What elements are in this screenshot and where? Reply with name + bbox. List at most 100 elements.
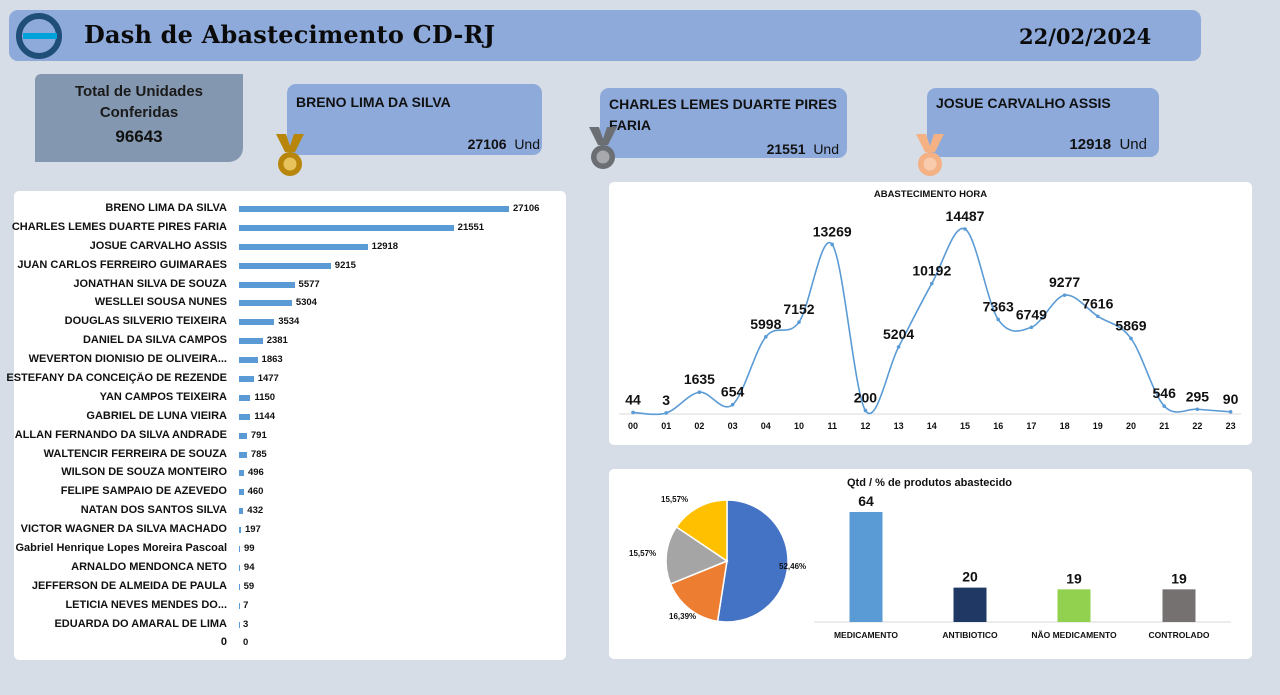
ranking-bar: [239, 470, 244, 477]
ranking-bar: [239, 338, 263, 345]
top3-name: JOSUE CARVALHO ASSIS: [936, 95, 1111, 111]
product-bar: [1057, 589, 1091, 622]
top3-unit: Und: [1119, 136, 1147, 153]
ranking-value: 12918: [371, 240, 399, 252]
hourly-tick-label: 20: [1126, 421, 1136, 431]
header-banner: [9, 10, 1201, 61]
hourly-point: [1029, 325, 1034, 330]
ranking-row: WESLLEI SOUSA NUNES 5304: [14, 295, 566, 314]
ranking-value: 5577: [298, 278, 320, 290]
ranking-name: JUAN CARLOS FERREIRO GUIMARAES: [17, 258, 227, 271]
ranking-name: GABRIEL DE LUNA VIEIRA: [86, 409, 227, 422]
ranking-value: 496: [247, 467, 264, 479]
ranking-value: 21551: [457, 221, 485, 233]
pie-slice: [669, 559, 728, 623]
top3-value: 12918 Und: [1069, 136, 1147, 153]
hourly-point: [797, 320, 801, 324]
ranking-row: DOUGLAS SILVERIO TEIXEIRA 3534: [14, 314, 566, 333]
ranking-name: JONATHAN SILVA DE SOUZA: [73, 277, 227, 290]
ranking-bar: [239, 394, 251, 401]
hourly-point: [1129, 336, 1133, 341]
ranking-bar: [239, 413, 251, 420]
hourly-data-label: 7616: [1082, 295, 1113, 311]
ranking-name: 0: [220, 636, 227, 649]
ranking-value: 1477: [257, 373, 279, 385]
hourly-series-line: [632, 227, 1231, 416]
ranking-name: Gabriel Henrique Lopes Moreira Pascoal: [15, 542, 227, 555]
hourly-data-label: 6749: [1016, 306, 1047, 322]
product-bar-value: 20: [962, 569, 978, 585]
ranking-bar: [239, 319, 275, 326]
ranking-bar: [239, 432, 247, 439]
ranking-bar-chart: BRENO LIMA DA SILVA 27106 CHARLES LEMES DU…: [6, 201, 566, 654]
page-title: Dash de Abastecimento CD-RJ: [84, 20, 496, 49]
bronze-medal-icon: [916, 134, 944, 176]
hourly-point: [930, 281, 934, 286]
hourly-tick-label: 12: [860, 421, 870, 431]
page-date: 22/02/2024: [1019, 24, 1152, 49]
ranking-value: 9215: [334, 259, 356, 271]
ranking-chart-panel: BRENO LIMA DA SILVA 27106 CHARLES LEMES DU…: [6, 191, 566, 660]
pie-value-label: 15,57%: [661, 495, 688, 504]
hourly-data-label: 13269: [813, 223, 852, 239]
hourly-data-label: 90: [1223, 391, 1239, 407]
ranking-row: GABRIEL DE LUNA VIEIRA 1144: [14, 409, 566, 428]
hourly-data-label: 44: [625, 391, 641, 407]
ranking-row: VICTOR WAGNER DA SILVA MACHADO 197: [14, 522, 566, 541]
hourly-data-label: 9277: [1049, 274, 1080, 290]
ranking-name: ARNALDO MENDONCA NETO: [71, 560, 227, 573]
hourly-data-label: 546: [1153, 385, 1177, 401]
hourly-data-label: 3: [662, 392, 670, 408]
products-charts: 52,46% 16,39% 15,57% 15,57% 64 MEDICAMENTO 20 A…: [629, 493, 1231, 640]
ranking-value: 7: [243, 599, 249, 611]
hourly-data-label: 295: [1186, 388, 1210, 404]
ranking-bar: [239, 300, 292, 307]
ranking-name: BRENO LIMA DA SILVA: [105, 202, 227, 214]
product-bar-value: 64: [858, 493, 874, 509]
company-logo-icon: [16, 13, 62, 59]
hourly-tick-label: 22: [1192, 421, 1202, 431]
hourly-data-label: 10192: [912, 263, 951, 279]
hourly-data-label: 1635: [684, 371, 715, 387]
hourly-point: [764, 335, 768, 339]
hourly-data-label: 200: [854, 389, 878, 405]
ranking-row: JEFFERSON DE ALMEIDA DE PAULA 59: [14, 579, 566, 598]
hourly-tick-label: 04: [761, 421, 771, 431]
ranking-value: 59: [243, 580, 255, 592]
product-bar-value: 19: [1171, 570, 1187, 586]
hourly-tick-label: 23: [1226, 421, 1236, 431]
hourly-point: [664, 411, 668, 415]
top2-value: 21551 Und: [767, 141, 839, 157]
ranking-bar: [239, 224, 454, 231]
pie-value-label: 52,46%: [779, 562, 806, 571]
ranking-bar: [239, 508, 244, 515]
ranking-name: JOSUE CARVALHO ASSIS: [89, 239, 227, 252]
product-category-label: CONTROLADO: [1149, 630, 1210, 640]
hourly-tick-label: 10: [794, 421, 804, 431]
top1-card: BRENO LIMA DA SILVA 27106 Und: [287, 84, 542, 155]
hourly-chart-panel: ABASTECIMENTO HORA 44 00 3 01 1635 02 654 03 599…: [609, 182, 1252, 445]
hourly-tick-label: 17: [1026, 421, 1036, 431]
ranking-value: 94: [243, 561, 255, 573]
hourly-tick-label: 02: [694, 421, 704, 431]
ranking-row: LETICIA NEVES MENDES DO... 7: [14, 598, 566, 617]
ranking-name: JEFFERSON DE ALMEIDA DE PAULA: [31, 579, 227, 592]
hourly-point: [1195, 407, 1200, 412]
hourly-point: [830, 242, 834, 247]
ranking-row: CHARLES LEMES DUARTE PIRES FARIA 21551: [12, 220, 566, 239]
pie-slice: [675, 499, 728, 563]
hourly-point: [1096, 314, 1100, 319]
ranking-row: ALLAN FERNANDO DA SILVA ANDRADE 791: [14, 428, 566, 447]
hourly-point: [697, 390, 702, 395]
top3-value-number: 12918: [1069, 136, 1112, 153]
ranking-bar: [239, 564, 240, 571]
products-chart-panel: Qtd / % de produtos abastecido 52,46% 16,…: [609, 469, 1252, 659]
ranking-row: JONATHAN SILVA DE SOUZA 5577: [14, 277, 566, 296]
total-units-card: Total de Unidades Conferidas 96643: [35, 74, 243, 162]
ranking-value: 5304: [295, 297, 317, 309]
hourly-point: [730, 402, 735, 407]
hourly-data-label: 654: [721, 384, 745, 400]
top1-name: BRENO LIMA DA SILVA: [296, 94, 451, 110]
product-bar-value: 19: [1066, 570, 1082, 586]
product-category-label: NÃO MEDICAMENTO: [1031, 630, 1117, 640]
